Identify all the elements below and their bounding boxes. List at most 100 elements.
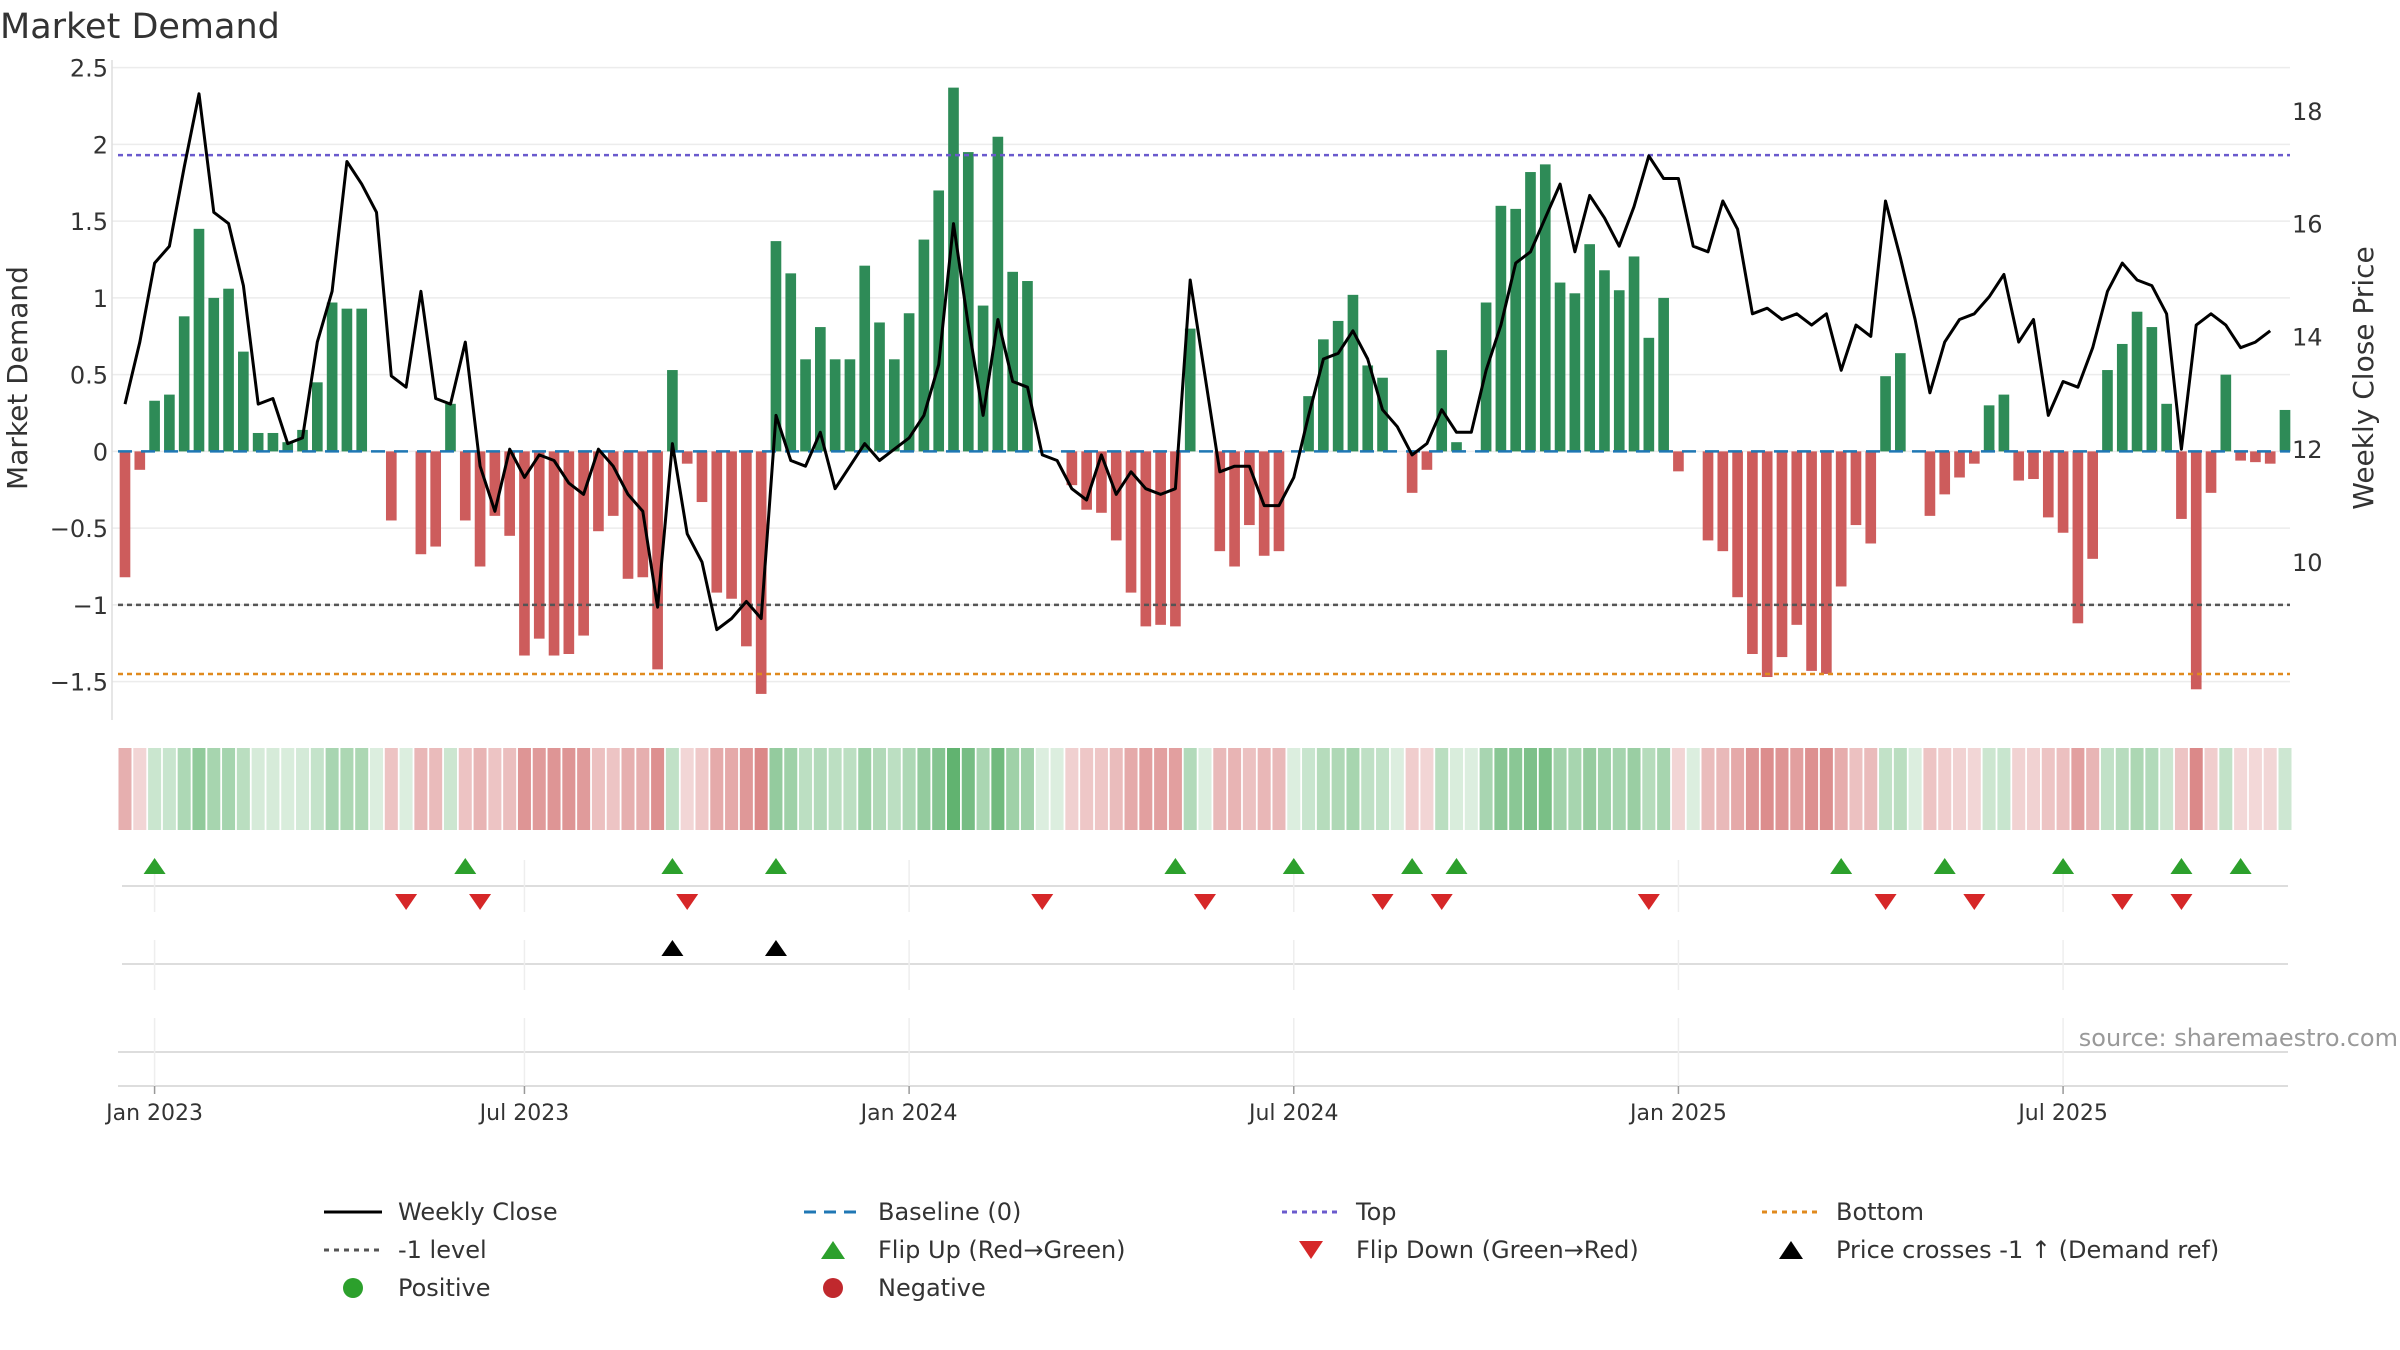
x-tick-label: Jan 2024	[859, 1101, 958, 1126]
demand-bar	[2190, 451, 2202, 690]
demand-bar	[681, 451, 693, 464]
heat-cell	[1731, 748, 1745, 830]
demand-bar	[1229, 451, 1240, 567]
heat-cell	[725, 748, 739, 830]
heat-cell	[2263, 748, 2277, 830]
heat-cell	[2174, 748, 2188, 830]
demand-bar	[1599, 270, 1610, 452]
demand-bar	[2131, 311, 2143, 452]
heat-cell	[621, 748, 635, 830]
price-cross-track	[122, 940, 2288, 990]
demand-bar	[1451, 442, 1462, 452]
legend-label: Top	[1356, 1198, 1397, 1226]
demand-bar	[1022, 281, 1033, 452]
heat-cell	[148, 748, 162, 830]
demand-bar	[726, 451, 737, 599]
demand-bar	[977, 305, 989, 452]
circle-icon	[823, 1278, 843, 1298]
heat-cell	[917, 748, 931, 830]
flip-up-marker	[764, 858, 787, 874]
demand-bar	[1170, 451, 1181, 627]
heat-cell	[902, 748, 916, 830]
demand-bar	[119, 451, 131, 578]
demand-bar	[1273, 451, 1285, 552]
demand-bar	[667, 370, 678, 452]
demand-bar	[785, 273, 797, 452]
heat-cell	[739, 748, 753, 830]
demand-bar	[1510, 208, 1522, 452]
demand-bar	[1140, 451, 1152, 627]
heat-cell	[1938, 748, 1952, 830]
demand-bar	[1184, 328, 1196, 452]
demand-bar	[1968, 451, 1980, 464]
heat-cell	[1597, 748, 1611, 830]
demand-bar	[741, 451, 752, 647]
demand-bar	[992, 136, 1004, 452]
heat-cell	[1686, 748, 1700, 830]
heat-cell	[2100, 748, 2114, 830]
heat-cell	[1716, 748, 1730, 830]
heat-cell	[1671, 748, 1685, 830]
dashed-line-icon	[804, 1210, 862, 1214]
demand-bar	[238, 351, 249, 452]
heat-cell	[1627, 748, 1641, 830]
heat-cell	[1997, 748, 2011, 830]
demand-bar	[1007, 271, 1018, 452]
heat-cell	[1050, 748, 1064, 830]
demand-bar	[1377, 377, 1388, 452]
heat-cell	[443, 748, 457, 830]
flip-up-marker	[454, 858, 477, 874]
flip-down-marker	[1874, 894, 1897, 910]
heat-cell	[1020, 748, 1034, 830]
legend-label: Baseline (0)	[878, 1198, 1022, 1226]
empty-signal-track	[118, 1018, 2288, 1087]
demand-bar	[1835, 451, 1847, 587]
flip-up-marker	[1933, 858, 1956, 874]
x-tick-label: Jan 2023	[104, 1101, 203, 1126]
legend-label: Weekly Close	[398, 1198, 558, 1226]
heat-cell	[310, 748, 324, 830]
heat-cell	[118, 748, 132, 830]
y-tick-label: 2	[93, 131, 108, 159]
demand-bar	[962, 152, 974, 452]
heat-cell	[1316, 748, 1330, 830]
heat-cell	[1790, 748, 1804, 830]
demand-bar	[1066, 451, 1078, 486]
demand-bar	[1924, 451, 1936, 516]
circle-icon	[343, 1278, 363, 1298]
demand-bar	[918, 239, 930, 452]
demand-bar	[2176, 451, 2187, 519]
heat-cell	[1183, 748, 1197, 830]
heat-cell	[562, 748, 576, 830]
y-tick-label: 1.5	[70, 208, 108, 236]
legend-label: Flip Down (Green→Red)	[1356, 1236, 1639, 1264]
heat-cell	[665, 748, 679, 830]
demand-bar	[1125, 451, 1137, 593]
y-tick-label: 1	[93, 285, 108, 313]
demand-bar	[297, 429, 308, 452]
heat-cell	[133, 748, 147, 830]
heat-cell	[414, 748, 428, 830]
demand-bar	[607, 451, 619, 516]
demand-bar	[178, 316, 190, 452]
heat-cell	[1420, 748, 1434, 830]
y2-tick-label: 14	[2292, 323, 2323, 351]
heat-cell	[1287, 748, 1301, 830]
demand-bar	[2220, 374, 2232, 452]
demand-bar	[1732, 451, 1743, 598]
heat-cell	[991, 748, 1005, 830]
demand-bar	[415, 451, 427, 555]
flip-down-marker	[2111, 894, 2134, 910]
demand-bar	[1865, 451, 1877, 544]
demand-bar	[1081, 451, 1092, 510]
heat-cell	[2145, 748, 2159, 830]
heat-cell	[813, 748, 827, 830]
heat-cell	[1967, 748, 1981, 830]
demand-bar	[800, 359, 811, 452]
demand-bar	[385, 451, 397, 521]
flip-down-marker	[2170, 894, 2193, 910]
demand-bar	[2279, 409, 2291, 452]
demand-bar	[2072, 451, 2084, 624]
demand-bar	[1584, 244, 1595, 452]
